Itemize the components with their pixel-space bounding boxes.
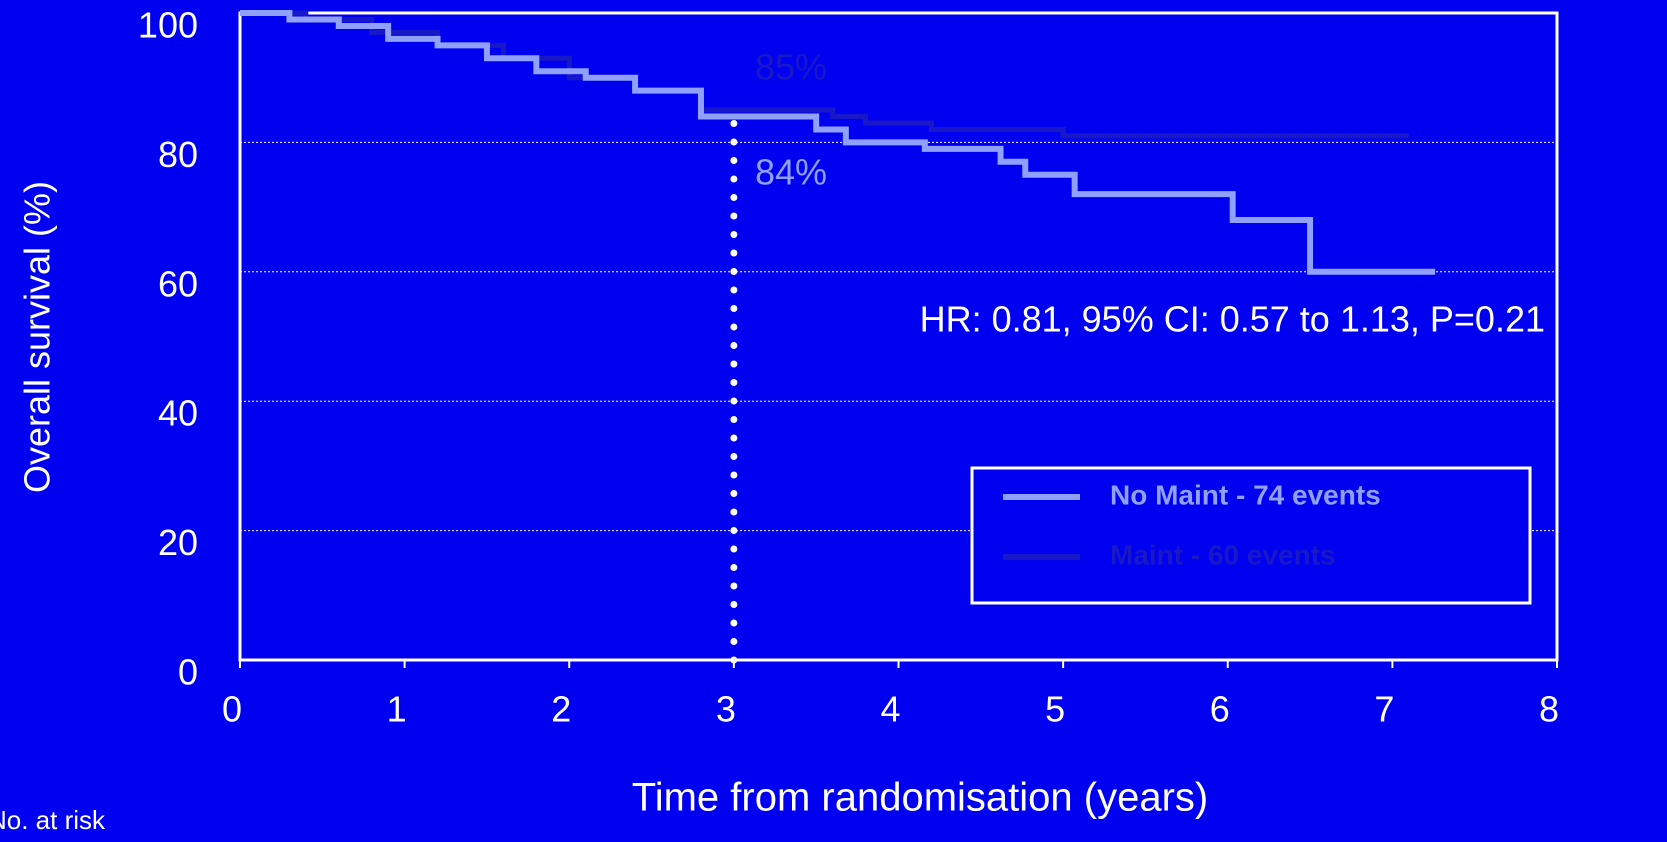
x-tick-label: 3	[716, 689, 736, 730]
x-tick-label: 4	[880, 689, 900, 730]
x-axis-label: Time from randomisation (years)	[632, 776, 1208, 820]
annotation: 84%	[755, 152, 827, 193]
x-tick-label: 1	[387, 689, 407, 730]
y-axis-label: Overall survival (%)	[17, 181, 58, 493]
y-tick-label: 20	[158, 522, 198, 563]
legend-label: Maint - 60 events	[1110, 539, 1336, 570]
annotation: HR: 0.81, 95% CI: 0.57 to 1.13, P=0.21	[920, 299, 1545, 340]
footnote: No. at risk	[0, 805, 106, 835]
x-tick-label: 7	[1374, 689, 1394, 730]
y-tick-label: 100	[138, 5, 198, 46]
y-tick-label: 40	[158, 393, 198, 434]
legend-label: No Maint - 74 events	[1110, 479, 1381, 510]
x-tick-label: 8	[1539, 689, 1559, 730]
y-tick-label: 0	[178, 652, 198, 693]
x-tick-label: 0	[222, 689, 242, 730]
legend-box	[970, 466, 1532, 605]
annotation: 85%	[755, 47, 827, 88]
x-tick-label: 5	[1045, 689, 1065, 730]
survival-curve	[240, 10, 1436, 275]
x-tick-label: 6	[1210, 689, 1230, 730]
x-tick-label: 2	[551, 689, 571, 730]
y-tick-label: 80	[158, 134, 198, 175]
y-tick-label: 60	[158, 263, 198, 304]
